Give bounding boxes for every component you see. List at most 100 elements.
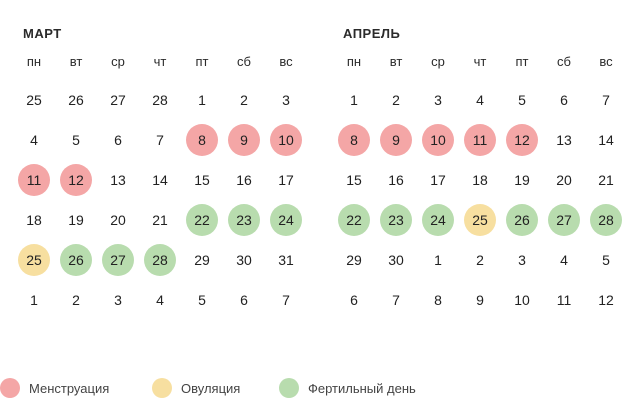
menstruation-dot-icon bbox=[0, 378, 20, 398]
day-number: 27 bbox=[110, 92, 126, 108]
day-cell[interactable]: 3 bbox=[417, 80, 459, 120]
day-cell[interactable]: 11 bbox=[13, 160, 55, 200]
day-cell[interactable]: 30 bbox=[375, 240, 417, 280]
day-cell[interactable]: 8 bbox=[417, 280, 459, 320]
weekday-label: вс bbox=[279, 54, 293, 69]
day-cell[interactable]: 9 bbox=[223, 120, 265, 160]
day-cell[interactable]: 26 bbox=[501, 200, 543, 240]
day-number: 28 bbox=[144, 244, 176, 276]
day-cell[interactable]: 17 bbox=[417, 160, 459, 200]
day-cell[interactable]: 8 bbox=[181, 120, 223, 160]
day-cell[interactable]: 2 bbox=[375, 80, 417, 120]
day-cell[interactable]: 3 bbox=[501, 240, 543, 280]
day-cell[interactable]: 4 bbox=[543, 240, 585, 280]
day-cell[interactable]: 17 bbox=[265, 160, 307, 200]
day-cell[interactable]: 26 bbox=[55, 240, 97, 280]
day-number: 10 bbox=[422, 124, 454, 156]
day-cell[interactable]: 28 bbox=[139, 80, 181, 120]
weekday-label: ср bbox=[431, 54, 445, 69]
day-cell[interactable]: 19 bbox=[501, 160, 543, 200]
day-cell[interactable]: 6 bbox=[97, 120, 139, 160]
day-cell[interactable]: 25 bbox=[13, 80, 55, 120]
day-number: 11 bbox=[18, 164, 50, 196]
day-cell[interactable]: 8 bbox=[333, 120, 375, 160]
day-cell[interactable]: 26 bbox=[55, 80, 97, 120]
weekday-header: пн вт ср чт пт сб вс bbox=[13, 53, 307, 71]
day-cell[interactable]: 7 bbox=[265, 280, 307, 320]
day-number: 20 bbox=[110, 212, 126, 228]
day-cell[interactable]: 25 bbox=[459, 200, 501, 240]
day-cell[interactable]: 30 bbox=[223, 240, 265, 280]
day-cell[interactable]: 11 bbox=[543, 280, 585, 320]
day-cell[interactable]: 9 bbox=[375, 120, 417, 160]
day-cell[interactable]: 3 bbox=[97, 280, 139, 320]
day-cell[interactable]: 15 bbox=[333, 160, 375, 200]
day-number: 26 bbox=[68, 92, 84, 108]
day-cell[interactable]: 1 bbox=[181, 80, 223, 120]
day-cell[interactable]: 27 bbox=[543, 200, 585, 240]
day-cell[interactable]: 12 bbox=[501, 120, 543, 160]
day-cell[interactable]: 22 bbox=[181, 200, 223, 240]
day-number: 7 bbox=[156, 132, 164, 148]
day-cell[interactable]: 7 bbox=[139, 120, 181, 160]
day-cell[interactable]: 5 bbox=[55, 120, 97, 160]
day-cell[interactable]: 5 bbox=[501, 80, 543, 120]
day-cell[interactable]: 13 bbox=[543, 120, 585, 160]
day-cell[interactable]: 28 bbox=[585, 200, 627, 240]
day-cell[interactable]: 27 bbox=[97, 80, 139, 120]
day-cell[interactable]: 31 bbox=[265, 240, 307, 280]
day-cell[interactable]: 21 bbox=[585, 160, 627, 200]
day-cell[interactable]: 1 bbox=[417, 240, 459, 280]
day-cell[interactable]: 12 bbox=[585, 280, 627, 320]
day-cell[interactable]: 3 bbox=[265, 80, 307, 120]
day-cell[interactable]: 21 bbox=[139, 200, 181, 240]
day-cell[interactable]: 13 bbox=[97, 160, 139, 200]
day-cell[interactable]: 4 bbox=[13, 120, 55, 160]
day-cell[interactable]: 1 bbox=[333, 80, 375, 120]
day-cell[interactable]: 23 bbox=[223, 200, 265, 240]
day-number: 3 bbox=[282, 92, 290, 108]
day-cell[interactable]: 10 bbox=[417, 120, 459, 160]
day-cell[interactable]: 29 bbox=[181, 240, 223, 280]
day-cell[interactable]: 29 bbox=[333, 240, 375, 280]
day-cell[interactable]: 16 bbox=[223, 160, 265, 200]
day-cell[interactable]: 2 bbox=[223, 80, 265, 120]
day-cell[interactable]: 24 bbox=[417, 200, 459, 240]
day-cell[interactable]: 9 bbox=[459, 280, 501, 320]
day-number: 8 bbox=[434, 292, 442, 308]
day-cell[interactable]: 16 bbox=[375, 160, 417, 200]
day-cell[interactable]: 20 bbox=[97, 200, 139, 240]
day-cell[interactable]: 18 bbox=[13, 200, 55, 240]
day-cell[interactable]: 1 bbox=[13, 280, 55, 320]
day-cell[interactable]: 24 bbox=[265, 200, 307, 240]
day-cell[interactable]: 27 bbox=[97, 240, 139, 280]
day-cell[interactable]: 12 bbox=[55, 160, 97, 200]
day-cell[interactable]: 14 bbox=[139, 160, 181, 200]
day-cell[interactable]: 18 bbox=[459, 160, 501, 200]
day-cell[interactable]: 6 bbox=[543, 80, 585, 120]
day-cell[interactable]: 14 bbox=[585, 120, 627, 160]
day-cell[interactable]: 15 bbox=[181, 160, 223, 200]
day-number: 21 bbox=[598, 172, 614, 188]
day-cell[interactable]: 6 bbox=[333, 280, 375, 320]
day-cell[interactable]: 10 bbox=[501, 280, 543, 320]
day-cell[interactable]: 25 bbox=[13, 240, 55, 280]
day-cell[interactable]: 4 bbox=[459, 80, 501, 120]
day-cell[interactable]: 11 bbox=[459, 120, 501, 160]
day-number: 31 bbox=[278, 252, 294, 268]
day-cell[interactable]: 20 bbox=[543, 160, 585, 200]
day-cell[interactable]: 5 bbox=[585, 240, 627, 280]
day-cell[interactable]: 7 bbox=[585, 80, 627, 120]
day-cell[interactable]: 22 bbox=[333, 200, 375, 240]
day-cell[interactable]: 7 bbox=[375, 280, 417, 320]
day-cell[interactable]: 6 bbox=[223, 280, 265, 320]
day-cell[interactable]: 4 bbox=[139, 280, 181, 320]
day-cell[interactable]: 28 bbox=[139, 240, 181, 280]
day-cell[interactable]: 10 bbox=[265, 120, 307, 160]
day-cell[interactable]: 2 bbox=[459, 240, 501, 280]
day-cell[interactable]: 19 bbox=[55, 200, 97, 240]
day-cell[interactable]: 2 bbox=[55, 280, 97, 320]
day-cell[interactable]: 5 bbox=[181, 280, 223, 320]
day-cell[interactable]: 23 bbox=[375, 200, 417, 240]
legend-label: Фертильный день bbox=[308, 380, 416, 396]
